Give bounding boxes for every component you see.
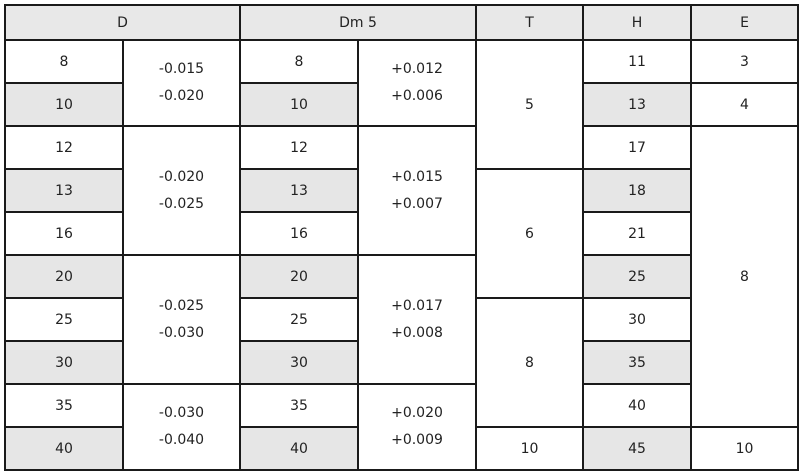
- d-cell: 35: [4, 383, 124, 428]
- d-cell: 8: [4, 39, 124, 84]
- h-cell: 17: [582, 125, 692, 170]
- d-cell: 10: [4, 82, 124, 127]
- dm-cell: 12: [239, 125, 359, 170]
- d-tolerance: -0.030 -0.040: [122, 383, 241, 471]
- h-cell: 30: [582, 297, 692, 342]
- e-cell: 8: [690, 125, 799, 428]
- dm-cell: 40: [239, 426, 359, 471]
- h-cell: 18: [582, 168, 692, 213]
- header-d: D: [4, 4, 241, 41]
- header-dm5: Dm 5: [239, 4, 477, 41]
- table-row: 13 13 6 18: [4, 168, 798, 299]
- dm-cell: 13: [239, 168, 359, 213]
- h-cell: 40: [582, 383, 692, 428]
- e-cell: 10: [690, 426, 799, 471]
- table-row: 25 25 8 30: [4, 297, 798, 428]
- t-cell: 8: [475, 297, 584, 428]
- t-cell: 5: [475, 39, 584, 170]
- t-cell: 6: [475, 168, 584, 299]
- h-cell: 45: [582, 426, 692, 471]
- d-cell: 30: [4, 340, 124, 385]
- h-cell: 25: [582, 254, 692, 299]
- tol-lower: -0.030: [158, 324, 205, 341]
- d-tolerance: -0.020 -0.025: [122, 125, 241, 256]
- dm-cell: 35: [239, 383, 359, 428]
- d-tolerance: -0.025 -0.030: [122, 254, 241, 385]
- t-cell: 10: [475, 426, 584, 471]
- tol-lower: -0.040: [158, 432, 205, 448]
- h-cell: 11: [582, 39, 692, 84]
- e-cell: 4: [690, 82, 799, 127]
- header-row: D Dm 5 T H E: [4, 4, 799, 41]
- dm-tolerance: +0.020 +0.009: [357, 383, 477, 471]
- dm-tolerance: +0.012 +0.006: [357, 39, 477, 127]
- tol-lower: +0.007: [391, 195, 443, 212]
- table-row: 30 30 35: [4, 340, 798, 385]
- tol-upper: -0.025: [158, 297, 205, 314]
- d-cell: 20: [4, 254, 124, 299]
- table-row: 12 -0.020 -0.025 12 +0.015 +0.007 17 8: [4, 125, 799, 428]
- tol-lower: -0.020: [158, 88, 205, 104]
- header-e: E: [690, 4, 799, 41]
- tol-upper: -0.015: [158, 61, 205, 77]
- tol-upper: +0.015: [391, 168, 443, 185]
- h-cell: 13: [582, 82, 692, 127]
- tol-lower: +0.006: [391, 88, 443, 104]
- d-cell: 40: [4, 426, 124, 471]
- dm-cell: 10: [239, 82, 359, 127]
- dm-cell: 8: [239, 39, 359, 84]
- d-cell: 16: [4, 211, 124, 256]
- d-cell: 13: [4, 168, 124, 213]
- h-cell: 21: [582, 211, 692, 256]
- tol-lower: +0.008: [391, 324, 443, 341]
- dm-cell: 20: [239, 254, 359, 299]
- dm-cell: 25: [239, 297, 359, 342]
- header-h: H: [582, 4, 692, 41]
- tol-upper: -0.030: [158, 405, 205, 421]
- dm-tolerance: +0.017 +0.008: [357, 254, 477, 385]
- dimension-table: D Dm 5 T H E 8 -0.015 -0.020 8 +0.012 +0.0…: [4, 4, 799, 471]
- d-cell: 12: [4, 125, 124, 170]
- d-tolerance: -0.015 -0.020: [122, 39, 241, 127]
- dm-cell: 30: [239, 340, 359, 385]
- tol-upper: +0.017: [391, 297, 443, 314]
- table-row: 35 -0.030 -0.040 35 +0.020 +0.009 40: [4, 383, 798, 471]
- table-row: 20 -0.025 -0.030 20 +0.017 +0.008 25: [4, 254, 798, 385]
- dm-cell: 16: [239, 211, 359, 256]
- table-row: 40 40 10 45 10: [4, 426, 799, 471]
- tol-upper: -0.020: [158, 168, 205, 185]
- table-row: 16 16 21: [4, 211, 798, 256]
- dm-tolerance: +0.015 +0.007: [357, 125, 477, 256]
- tol-lower: +0.009: [391, 432, 443, 448]
- table-row: 10 10 13 4: [4, 82, 799, 127]
- tol-lower: -0.025: [158, 195, 205, 212]
- e-cell: 3: [690, 39, 799, 84]
- d-cell: 25: [4, 297, 124, 342]
- header-t: T: [475, 4, 584, 41]
- table-row: 8 -0.015 -0.020 8 +0.012 +0.006 5 11 3: [4, 39, 799, 170]
- tol-upper: +0.012: [391, 61, 443, 77]
- h-cell: 35: [582, 340, 692, 385]
- tol-upper: +0.020: [391, 405, 443, 421]
